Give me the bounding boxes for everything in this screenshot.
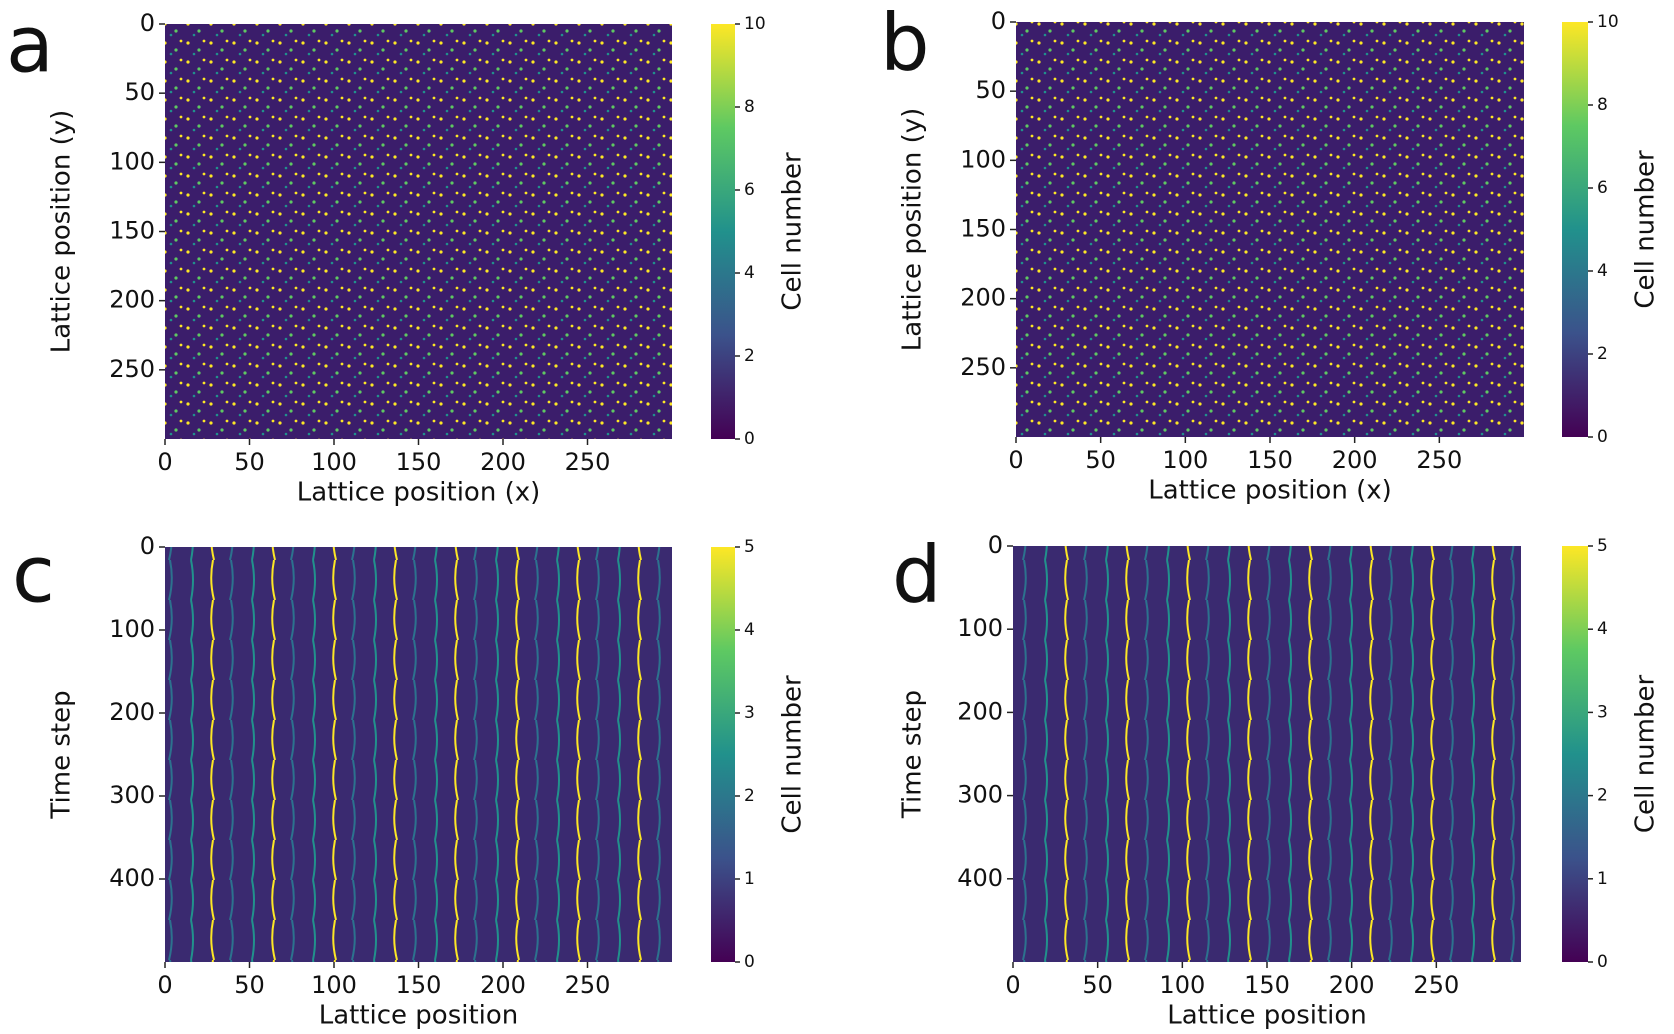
colorbar-label: Cell number [778,675,808,834]
y-tick-label: 100 [109,615,155,643]
x-tick-label: 150 [1247,446,1293,474]
x-tick-label: 50 [1082,971,1113,999]
colorbar-tick-label: 4 [1597,261,1608,281]
colorbar [711,547,735,962]
x-tick-label: 250 [1416,446,1462,474]
heatmap-image [165,547,672,962]
colorbar-tick-label: 0 [1597,427,1608,447]
colorbar-tick-label: 2 [1597,786,1608,806]
colorbar-tick-label: 10 [1597,12,1619,32]
y-tick-label: 250 [109,355,155,383]
heatmap-image [165,24,672,439]
colorbar-tick-label: 2 [744,346,755,366]
colorbar-tick-label: 2 [744,786,755,806]
y-tick-label: 300 [957,781,1003,809]
x-axis-label: Lattice position [319,1001,519,1031]
y-tick-label: 0 [991,7,1006,35]
x-tick-label: 150 [396,971,442,999]
y-tick-label: 200 [109,698,155,726]
x-axis-label: Lattice position [1167,1001,1367,1031]
x-axis-label: Lattice position (x) [297,478,541,508]
y-tick-label: 150 [960,215,1006,243]
panel-letter: b [880,0,930,88]
x-tick-label: 50 [1085,446,1116,474]
x-tick-label: 100 [311,448,357,476]
colorbar [711,24,735,439]
x-tick-label: 250 [565,971,611,999]
x-tick-label: 0 [157,448,172,476]
y-axis-label: Time step [47,690,77,819]
colorbar-tick-label: 3 [1597,702,1608,722]
x-tick-label: 250 [1413,971,1459,999]
x-tick-label: 0 [157,971,172,999]
panel-letter: d [892,530,942,620]
x-axis-label: Lattice position (x) [1148,476,1392,506]
colorbar-tick-label: 5 [744,537,755,557]
colorbar-label: Cell number [1631,675,1661,834]
y-axis-label: Time step [898,690,928,819]
colorbar-tick-label: 8 [1597,95,1608,115]
colorbar-tick-label: 5 [1597,536,1608,556]
y-tick-label: 200 [957,697,1003,725]
colorbar [1562,546,1588,962]
colorbar-tick-label: 4 [1597,619,1608,639]
x-tick-label: 0 [1005,971,1020,999]
colorbar-tick-label: 3 [744,703,755,723]
heatmap-image [1013,546,1521,962]
x-tick-label: 0 [1008,446,1023,474]
y-tick-label: 150 [109,217,155,245]
x-tick-label: 200 [480,971,526,999]
colorbar-tick-label: 0 [1597,952,1608,972]
heatmap-image [1016,22,1524,437]
y-tick-label: 400 [957,864,1003,892]
colorbar-tick-label: 6 [744,180,755,200]
colorbar-label: Cell number [1631,150,1661,309]
y-axis-label: Lattice position (y) [898,108,928,352]
y-tick-label: 50 [124,78,155,106]
colorbar-tick-label: 4 [744,620,755,640]
colorbar-tick-label: 0 [744,429,755,449]
y-tick-label: 200 [960,284,1006,312]
colorbar-tick-label: 0 [744,952,755,972]
y-tick-label: 300 [109,781,155,809]
panel-letter: c [12,530,55,620]
y-tick-label: 50 [975,76,1006,104]
colorbar-tick-label: 6 [1597,178,1608,198]
x-tick-label: 250 [565,448,611,476]
x-tick-label: 100 [1162,446,1208,474]
colorbar-tick-label: 10 [744,14,766,34]
x-tick-label: 100 [311,971,357,999]
colorbar-tick-label: 1 [1597,869,1608,889]
x-tick-label: 100 [1159,971,1205,999]
y-axis-label: Lattice position (y) [47,110,77,354]
colorbar-tick-label: 1 [744,869,755,889]
y-tick-label: 0 [140,9,155,37]
y-tick-label: 0 [988,531,1003,559]
x-tick-label: 200 [1329,971,1375,999]
colorbar [1562,22,1588,437]
x-tick-label: 50 [234,971,265,999]
x-tick-label: 150 [1244,971,1290,999]
y-tick-label: 0 [140,532,155,560]
x-tick-label: 200 [1332,446,1378,474]
y-tick-label: 400 [109,864,155,892]
colorbar-tick-label: 4 [744,263,755,283]
y-tick-label: 200 [109,286,155,314]
colorbar-label: Cell number [778,152,808,311]
x-tick-label: 200 [480,448,526,476]
y-tick-label: 100 [109,147,155,175]
y-tick-label: 250 [960,353,1006,381]
panel-letter: a [6,0,54,90]
colorbar-tick-label: 2 [1597,344,1608,364]
y-tick-label: 100 [957,614,1003,642]
x-tick-label: 150 [396,448,442,476]
y-tick-label: 100 [960,145,1006,173]
x-tick-label: 50 [234,448,265,476]
colorbar-tick-label: 8 [744,97,755,117]
